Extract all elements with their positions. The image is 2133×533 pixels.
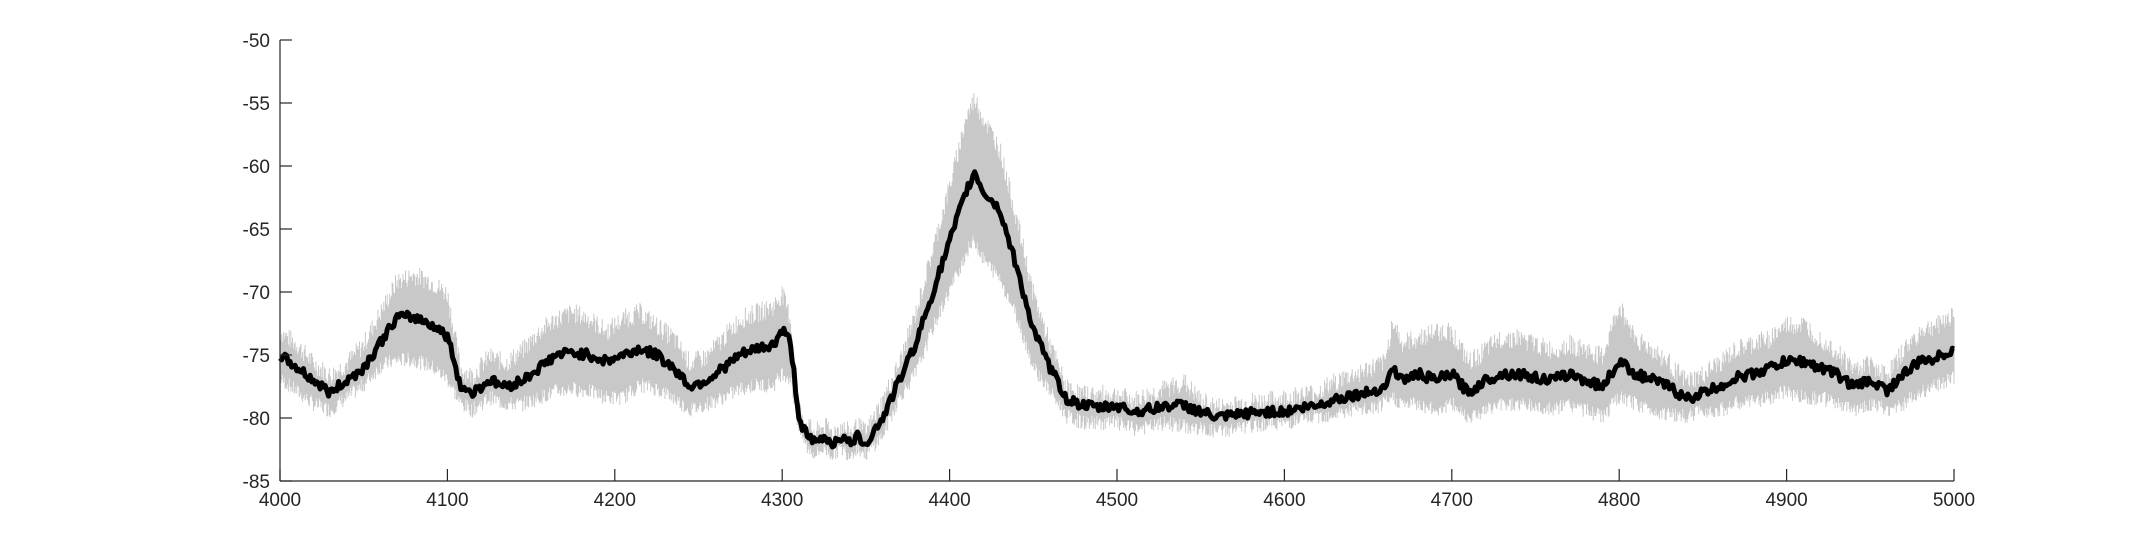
y-ticks: -50 -55 -60 -65 -70 -75 -80 -85 [243, 31, 292, 493]
x-tick-label: 4400 [928, 490, 970, 511]
y-tick-label: -85 [243, 472, 270, 493]
x-ticks: 4000 4100 4200 4300 4400 4500 4600 4700 4800 4900… [259, 469, 1975, 511]
x-tick-label: 4900 [1765, 490, 1807, 511]
x-tick-label: 4500 [1096, 490, 1138, 511]
x-tick-label: 5000 [1933, 490, 1975, 511]
x-tick-label: 4000 [259, 490, 301, 511]
mean-line [278, 169, 1955, 450]
y-tick-label: -75 [243, 346, 270, 367]
y-tick-label: -65 [243, 220, 270, 241]
mean-line-layer [278, 169, 1955, 450]
x-tick-label: 4100 [426, 490, 468, 511]
x-tick-label: 4600 [1263, 490, 1305, 511]
y-tick-label: -55 [243, 94, 270, 115]
x-tick-label: 4200 [594, 490, 636, 511]
y-tick-label: -80 [243, 409, 270, 430]
y-tick-label: -70 [243, 283, 270, 304]
y-tick-label: -60 [243, 157, 270, 178]
x-tick-label: 4700 [1431, 490, 1473, 511]
y-tick-label: -50 [243, 31, 270, 52]
x-tick-label: 4300 [761, 490, 803, 511]
x-tick-label: 4800 [1598, 490, 1640, 511]
